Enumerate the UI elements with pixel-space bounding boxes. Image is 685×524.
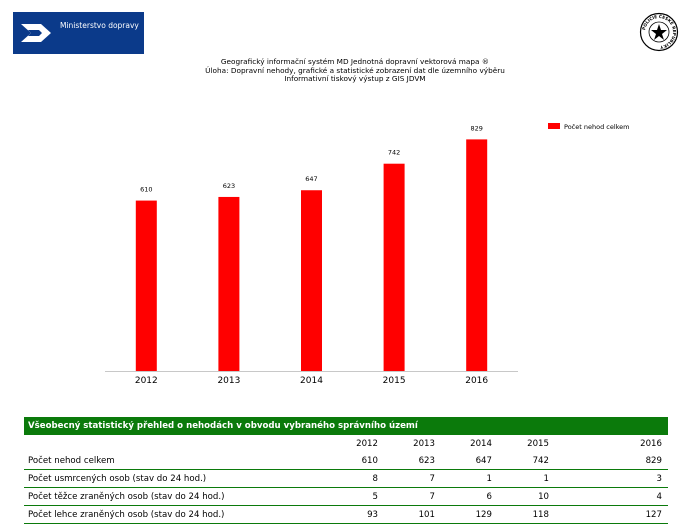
table-header-row: 2012 2013 2014 2015 2016	[24, 435, 668, 452]
ministry-logo: Ministerstvo dopravy	[13, 12, 144, 54]
cell-value: 5	[313, 487, 384, 506]
table-header-year: 2015	[527, 438, 549, 449]
row-label: Počet lehce zraněných osob (stav do 24 h…	[24, 505, 313, 524]
x-tick-label: 2013	[217, 376, 240, 386]
header-line-title: Geografický informační systém MD Jednotn…	[220, 57, 490, 66]
police-seal-icon: POLICIE ČESKÉ REPUBLIKY	[639, 12, 679, 52]
cell-value: 6	[441, 487, 498, 506]
statistics-table: Všeobecný statistický přehled o nehodách…	[24, 417, 668, 524]
cell-value: 127	[555, 505, 668, 524]
cell-value: 101	[384, 505, 441, 524]
table-header-label	[24, 435, 313, 452]
bar-value-label: 829	[470, 124, 482, 132]
ministry-arrow-icon	[21, 24, 51, 42]
x-tick-label: 2012	[135, 376, 158, 386]
cell-value: 742	[498, 452, 555, 470]
row-label: Počet nehod celkem	[24, 452, 313, 470]
x-tick-label: 2015	[383, 376, 406, 386]
bar-value-label: 647	[305, 175, 317, 183]
bar-value-label: 610	[140, 186, 152, 194]
bar	[383, 163, 405, 371]
bar	[135, 200, 157, 371]
cell-value: 93	[313, 505, 384, 524]
cell-value: 610	[313, 452, 384, 470]
cell-value: 118	[498, 505, 555, 524]
table-row: Počet těžce zraněných osob (stav do 24 h…	[24, 487, 668, 506]
table-header-year: 2016	[640, 438, 662, 449]
bar	[218, 196, 240, 371]
table-header-year: 2014	[470, 438, 492, 449]
table-row: Počet lehce zraněných osob (stav do 24 h…	[24, 505, 668, 524]
cell-value: 129	[441, 505, 498, 524]
cell-value: 4	[555, 487, 668, 506]
table-header-year: 2012	[356, 438, 378, 449]
bar-value-label: 623	[223, 182, 235, 190]
cell-value: 10	[498, 487, 555, 506]
table-row: Počet nehod celkem 610 623 647 742 829	[24, 452, 668, 470]
cell-value: 1	[441, 469, 498, 488]
legend-label: Počet nehod celkem	[564, 123, 630, 131]
legend-swatch	[548, 123, 560, 129]
header-line-task: Úloha: Dopravní nehody, grafické a stati…	[205, 65, 505, 75]
cell-value: 3	[555, 469, 668, 488]
bar	[301, 190, 322, 371]
cell-value: 623	[384, 452, 441, 470]
header-line-output: Informativní tiskový výstup z GIS JDVM	[284, 74, 426, 83]
row-label: Počet těžce zraněných osob (stav do 24 h…	[24, 487, 313, 506]
x-tick-label: 2014	[300, 376, 323, 386]
cell-value: 8	[313, 469, 384, 488]
row-label: Počet usmrcených osob (stav do 24 hod.)	[24, 469, 313, 488]
bar-value-label: 742	[388, 149, 400, 157]
table-header-year: 2013	[413, 438, 435, 449]
table-row: Počet usmrcených osob (stav do 24 hod.) …	[24, 469, 668, 488]
x-tick-label: 2016	[465, 376, 488, 386]
ministry-name: Ministerstvo dopravy	[60, 21, 139, 30]
cell-value: 7	[384, 487, 441, 506]
bar	[466, 139, 488, 371]
cell-value: 647	[441, 452, 498, 470]
accidents-bar-chart: 610 2012 623 2013 647 2014 742 2015 829 2016 Počet…	[105, 123, 630, 386]
cell-value: 7	[384, 469, 441, 488]
cell-value: 829	[555, 452, 668, 470]
cell-value: 1	[498, 469, 555, 488]
report-header: Geografický informační systém MD Jednotn…	[150, 57, 560, 84]
table-title: Všeobecný statistický přehled o nehodách…	[24, 417, 668, 435]
